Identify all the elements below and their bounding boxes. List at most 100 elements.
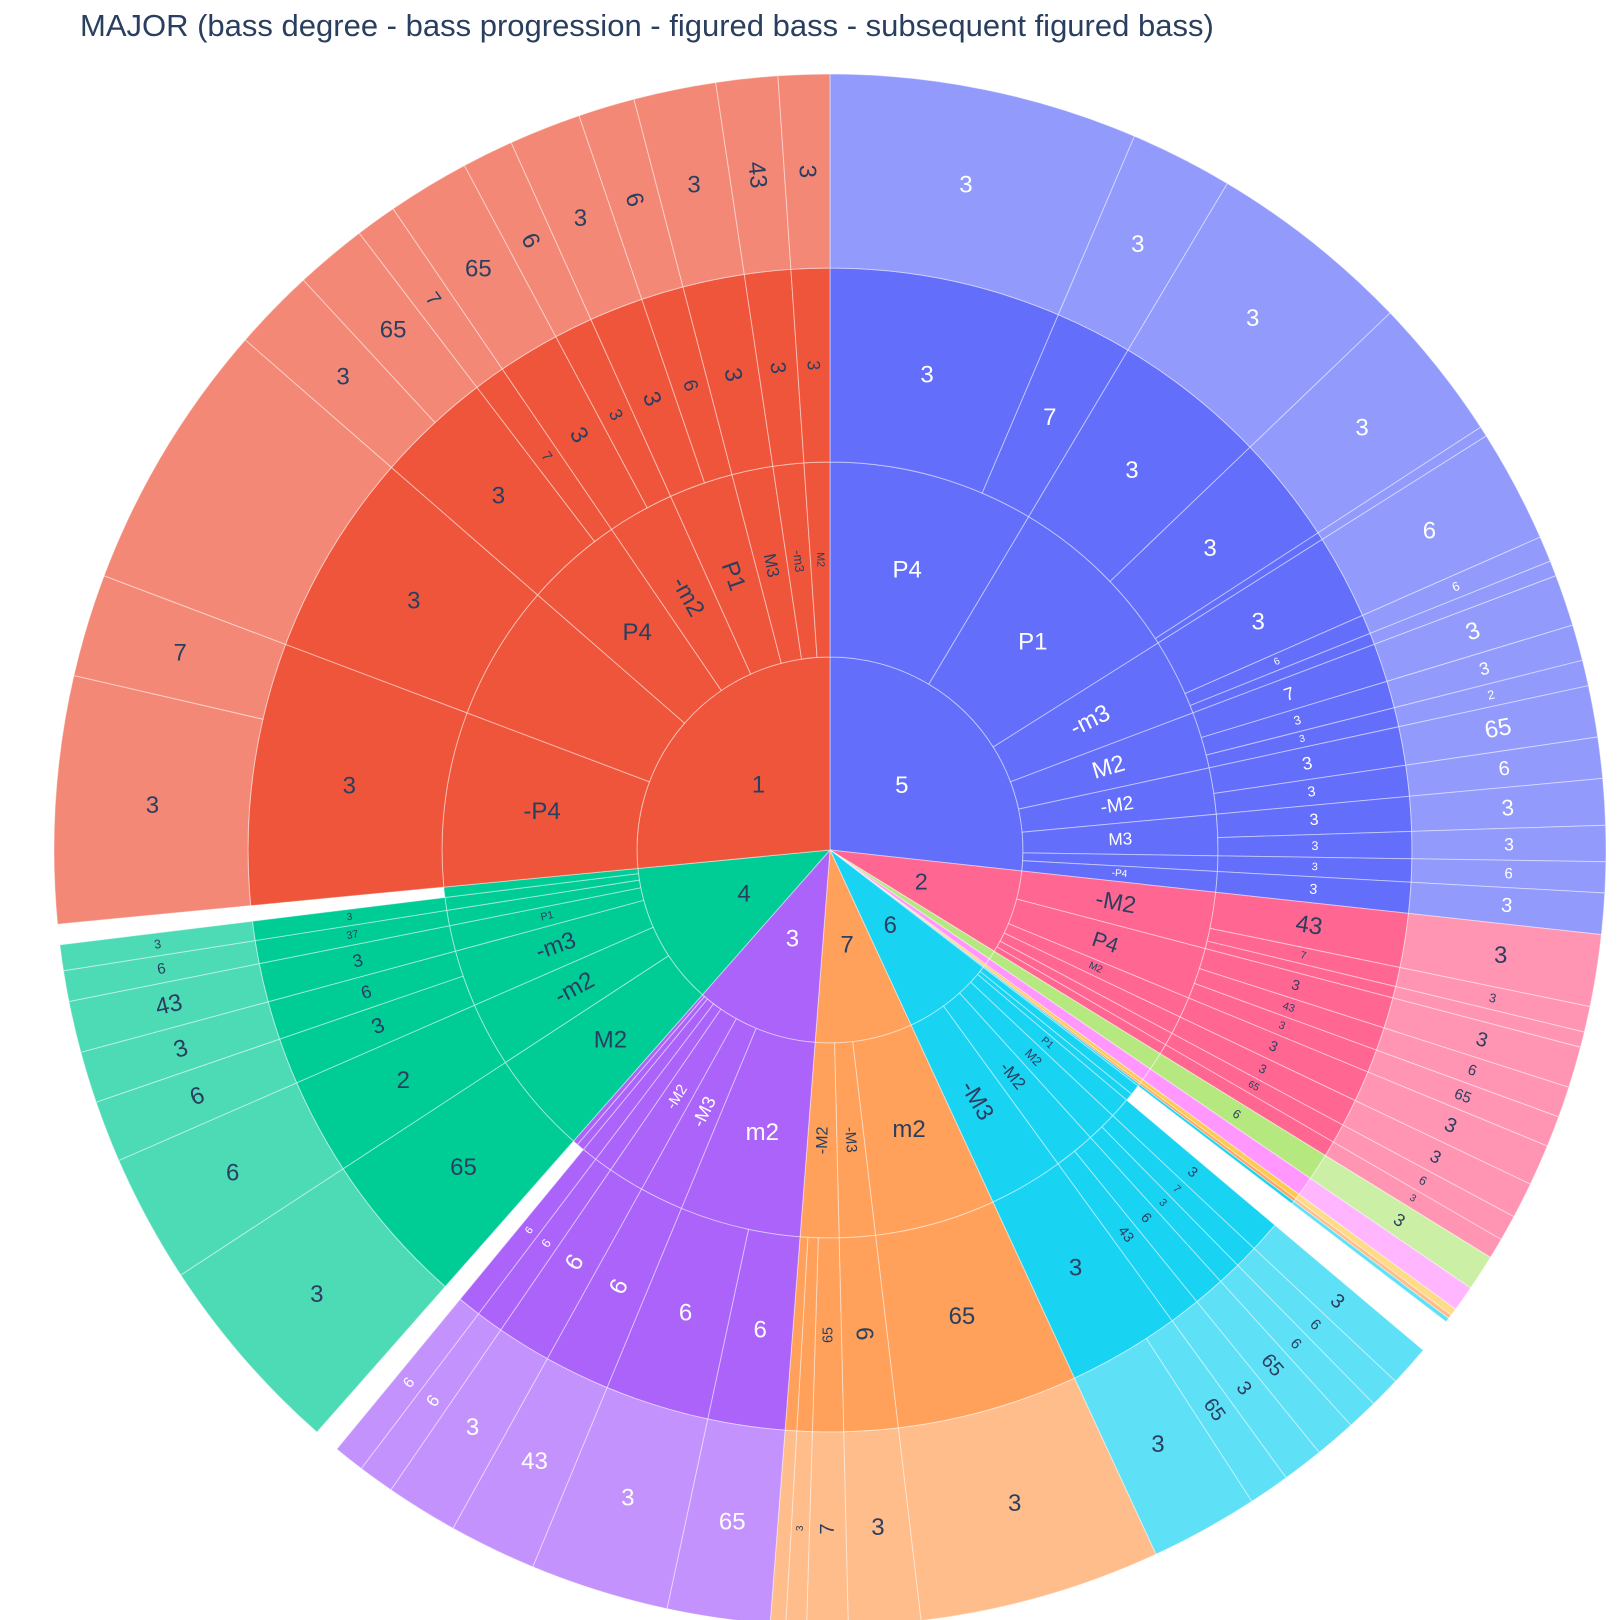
- sunburst-segment-root-0-3-2-0[interactable]: [1393, 659, 1589, 728]
- sunburst-segment-root-7-4-0[interactable]: [1073, 1136, 1222, 1303]
- sunburst-segment-root-1-4[interactable]: [996, 940, 1173, 1046]
- sunburst-segment-root-11-3-0[interactable]: [501, 335, 648, 531]
- sunburst-segment-root-4-0-0-0[interactable]: [1295, 1193, 1457, 1316]
- sunburst-segment-root-1-3[interactable]: [999, 932, 1181, 1035]
- sunburst-segment-root-1-0-0[interactable]: [1209, 891, 1410, 969]
- sunburst-segment-root-6-0-0-0[interactable]: [1291, 1200, 1450, 1323]
- sunburst-segment-root-11-6[interactable]: [772, 462, 818, 660]
- sunburst-segment-root-0-5-0[interactable]: [1215, 795, 1413, 839]
- sunburst-segment-root-7-5-0-0[interactable]: [1145, 1320, 1287, 1503]
- sunburst-segment-root-1-2[interactable]: [1003, 922, 1190, 1018]
- sunburst-segment-root-0-4-1[interactable]: [1213, 764, 1411, 815]
- sunburst-segment-root-7-2-0-0[interactable]: [1253, 1224, 1424, 1383]
- sunburst-segment-root-9-3-0[interactable]: [477, 1158, 612, 1331]
- sunburst-segment-root-1-3-0[interactable]: [1171, 1016, 1356, 1126]
- sunburst-segment-root-7-1[interactable]: [976, 970, 1133, 1101]
- sunburst-segment-root-10-4-0-0[interactable]: [62, 939, 260, 1003]
- sunburst-segment-root-9-1[interactable]: [640, 1018, 757, 1210]
- sunburst-segment-root-7-3-0-0[interactable]: [1237, 1247, 1397, 1405]
- sunburst-segment-root-7[interactable]: [829, 849, 984, 1026]
- sunburst-segment-root-1-1-0[interactable]: [1198, 948, 1394, 1029]
- sunburst-segment-root-9-4-0[interactable]: [459, 1148, 597, 1315]
- sunburst-segment-root-1-1-2-0[interactable]: [1367, 1049, 1560, 1147]
- sunburst-segment-root-0-2[interactable]: [992, 642, 1194, 783]
- sunburst-segment-root-10-5-0[interactable]: [251, 896, 448, 942]
- sunburst-segment-root-8-1-0[interactable]: [838, 1234, 899, 1433]
- sunburst-segment-root-0-3-0[interactable]: [1192, 643, 1388, 739]
- sunburst-segment-root-10-4[interactable]: [446, 879, 642, 927]
- sunburst-segment-root-11-2-0-1[interactable]: [302, 232, 478, 424]
- sunburst-segment-root-11-0-0-1[interactable]: [73, 575, 287, 720]
- sunburst-segment-root-0-5-1-0[interactable]: [1411, 824, 1607, 863]
- sunburst-segment-root-11-7-0-0[interactable]: [777, 73, 831, 270]
- sunburst-segment-root-1-3-0-0[interactable]: [1342, 1099, 1532, 1218]
- sunburst-segment-root-9[interactable]: [701, 848, 831, 1043]
- sunburst-segment-root-7-5[interactable]: [910, 1005, 1059, 1203]
- sunburst-segment-root-10-4-0[interactable]: [254, 909, 451, 965]
- sunburst-segment-root-8-2-0-0[interactable]: [806, 1431, 849, 1620]
- sunburst-segment-root-9-0-0-0[interactable]: [666, 1418, 786, 1620]
- sunburst-segment-root-3-0-0-0[interactable]: [1298, 1177, 1472, 1310]
- sunburst-segment-root-10-3-0[interactable]: [258, 925, 457, 1003]
- sunburst-segment-root-10-5-0-0[interactable]: [59, 920, 256, 972]
- sunburst-segment-root-1-0-2-0[interactable]: [1392, 985, 1585, 1048]
- sunburst-segment-root-10-5[interactable]: [444, 873, 640, 911]
- sunburst-segment-root-7-3-1[interactable]: [1089, 1126, 1239, 1283]
- sunburst-segment-root-10-2[interactable]: [454, 899, 654, 1006]
- sunburst-segment-root-0-0-0-0[interactable]: [829, 73, 1136, 316]
- sunburst-segment-root-11-0-0-0[interactable]: [53, 674, 264, 925]
- sunburst-segment-root-1-0-0-0[interactable]: [1399, 912, 1602, 1008]
- sunburst-segment-root-9-1-0-0[interactable]: [452, 1358, 608, 1568]
- sunburst-segment-root-0-5[interactable]: [1021, 813, 1219, 857]
- sunburst-segment-root-11-6-0[interactable]: [743, 268, 805, 467]
- sunburst-segment-root-0-1-1[interactable]: [1109, 446, 1319, 640]
- sunburst-segment-root-10-1[interactable]: [473, 926, 670, 1064]
- sunburst-segment-root-0-4-0-0[interactable]: [1398, 685, 1599, 766]
- sunburst-segment-root-1-1-1[interactable]: [1193, 968, 1385, 1051]
- sunburst-segment-root-0-4-0[interactable]: [1208, 726, 1407, 795]
- sunburst-segment-root-2-0-0[interactable]: [1149, 1053, 1327, 1180]
- sunburst-segment-root-1-1[interactable]: [1007, 898, 1206, 999]
- sunburst-segment-root-7-5-0[interactable]: [992, 1163, 1173, 1379]
- sunburst-segment-root-8-2-0[interactable]: [811, 1237, 845, 1433]
- sunburst-segment-root-11-7[interactable]: [803, 461, 831, 658]
- sunburst-segment-root-9-5[interactable]: [576, 995, 709, 1151]
- sunburst-segment-root-1-5-0-0[interactable]: [1324, 1141, 1502, 1259]
- sunburst-segment-root-7-2[interactable]: [969, 973, 1128, 1117]
- sunburst-segment-root-11-2-1[interactable]: [476, 368, 613, 543]
- sunburst-segment-root-0-3-1-0[interactable]: [1386, 624, 1584, 709]
- sunburst-segment-root-7-4[interactable]: [942, 992, 1092, 1165]
- sunburst-segment-root-10[interactable]: [637, 849, 832, 996]
- sunburst-segment-root-0-6-0-0[interactable]: [1410, 858, 1607, 894]
- sunburst-segment-root-7-5-0-1[interactable]: [1073, 1337, 1253, 1555]
- sunburst-segment-root-9-4-0-0[interactable]: [336, 1298, 480, 1470]
- sunburst-segment-root-8-2-1[interactable]: [796, 1236, 819, 1433]
- sunburst-segment-root-9-6[interactable]: [572, 994, 706, 1146]
- sunburst-segment-root-10-2-0[interactable]: [278, 975, 476, 1084]
- sunburst-segment-root-0-3-2[interactable]: [1205, 707, 1400, 769]
- sunburst-segment-root-0-5-1[interactable]: [1217, 830, 1413, 860]
- sunburst-segment-root-1-5-0[interactable]: [1159, 1044, 1335, 1157]
- sunburst-segment-root-7-3-0[interactable]: [1101, 1114, 1255, 1267]
- sunburst-segment-root-11-7-0[interactable]: [790, 267, 831, 464]
- sunburst-segment-root-11-2-0[interactable]: [390, 386, 596, 596]
- sunburst-segment-root-0[interactable]: [829, 656, 1024, 872]
- sunburst-segment-root-9-2[interactable]: [609, 1008, 737, 1190]
- sunburst-segment-root-9-3-0-0[interactable]: [360, 1313, 502, 1491]
- sunburst-segment-root-1-0-1[interactable]: [1206, 927, 1401, 988]
- sunburst-segment-root-0-7-0[interactable]: [1215, 870, 1412, 914]
- sunburst-segment-root-3-0-0[interactable]: [1142, 1068, 1312, 1196]
- sunburst-segment-root-8-0[interactable]: [852, 1024, 994, 1236]
- sunburst-segment-root-1-4-0[interactable]: [1164, 1032, 1344, 1143]
- sunburst-segment-root-11-5-0-0[interactable]: [633, 81, 745, 288]
- sunburst-segment-root-11-6-0-0[interactable]: [715, 75, 792, 275]
- sunburst-segment-root-1-0-1-0[interactable]: [1395, 966, 1591, 1033]
- sunburst-segment-root-0-6[interactable]: [1022, 852, 1219, 873]
- sunburst-segment-root-3-0[interactable]: [984, 958, 1151, 1081]
- sunburst-segment-root-1-0[interactable]: [1016, 870, 1217, 950]
- sunburst-segment-root-1-2-0-0[interactable]: [1354, 1071, 1548, 1185]
- sunburst-segment-root-8[interactable]: [814, 848, 912, 1044]
- sunburst-segment-root-0-3[interactable]: [1009, 712, 1210, 810]
- sunburst-segment-root-9-3[interactable]: [594, 1003, 722, 1171]
